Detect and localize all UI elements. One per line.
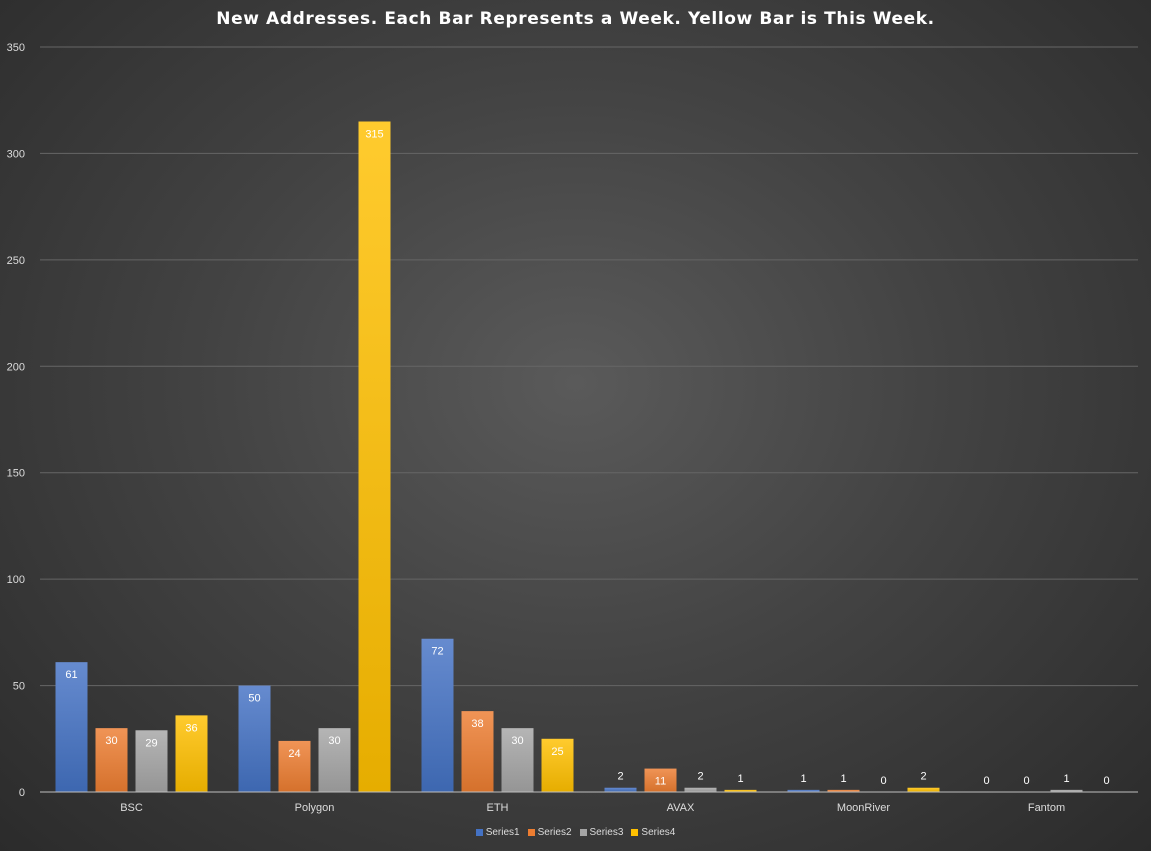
x-tick-label: ETH <box>487 802 509 814</box>
data-label: 0 <box>1023 775 1029 787</box>
bar-series4-eth <box>541 738 574 792</box>
bar-series1-polygon <box>238 685 271 792</box>
bar-series3-bsc <box>135 730 168 792</box>
x-tick-label: Polygon <box>295 802 335 814</box>
legend-label: Series4 <box>641 827 676 838</box>
legend-item-series3: Series3 <box>579 827 624 838</box>
data-label: 38 <box>471 718 483 730</box>
bar-series2-avax <box>644 768 677 792</box>
data-label: 1 <box>840 773 846 785</box>
data-label: 2 <box>920 771 926 783</box>
data-label: 0 <box>880 775 886 787</box>
data-label: 315 <box>365 129 383 141</box>
legend-label: Series2 <box>537 827 572 838</box>
x-tick-label: Fantom <box>1028 802 1065 814</box>
y-tick-label: 200 <box>7 361 25 373</box>
bar-series3-avax <box>684 787 717 792</box>
legend-item-series2: Series2 <box>527 827 572 838</box>
data-label: 2 <box>697 771 703 783</box>
chart-title: New Addresses. Each Bar Represents a Wee… <box>216 9 935 29</box>
data-label: 0 <box>1103 775 1109 787</box>
legend-swatch <box>527 829 535 836</box>
data-label: 29 <box>145 737 157 749</box>
bar-series4-bsc <box>175 715 208 792</box>
data-label: 1 <box>800 773 806 785</box>
x-axis-ticks: BSC Polygon ETH AVAX MoonRiver Fantom <box>120 802 1065 814</box>
legend: Series1 Series2 Series3 Series4 <box>0 827 1151 838</box>
bar-series2-moonriver <box>827 789 860 792</box>
bar-series3-polygon <box>318 728 351 792</box>
data-label: 11 <box>655 776 666 788</box>
y-tick-label: 100 <box>7 574 25 586</box>
legend-item-series4: Series4 <box>631 827 675 838</box>
data-label: 50 <box>248 693 260 705</box>
data-label: 2 <box>617 771 623 783</box>
bar-series2-eth <box>461 711 494 792</box>
data-label: 25 <box>551 746 563 758</box>
bar-series1-eth <box>421 638 454 792</box>
bar-series4-moonriver <box>907 787 940 792</box>
y-tick-label: 150 <box>7 468 25 480</box>
legend-swatch <box>475 829 483 836</box>
data-label: 30 <box>511 735 523 747</box>
legend-item-series1: Series1 <box>475 827 520 838</box>
y-tick-label: 350 <box>7 42 25 54</box>
legend-label: Series3 <box>589 827 624 838</box>
x-tick-label: AVAX <box>667 802 695 814</box>
bar-series3-eth <box>501 728 534 792</box>
bar-series1-avax <box>604 787 637 792</box>
legend-label: Series1 <box>485 827 520 838</box>
data-label: 61 <box>65 669 77 681</box>
bar-series1-moonriver <box>787 789 820 792</box>
y-tick-label: 50 <box>13 681 25 693</box>
bar-series3-fantom <box>1050 789 1083 792</box>
y-tick-label: 250 <box>7 255 25 267</box>
bar-series4-avax <box>724 789 757 792</box>
data-label: 30 <box>328 735 340 747</box>
y-tick-label: 0 <box>19 787 25 799</box>
x-tick-label: BSC <box>120 802 143 814</box>
data-label: 36 <box>185 722 197 734</box>
legend-swatch <box>631 829 639 836</box>
bar-series2-polygon <box>278 740 311 792</box>
data-label: 1 <box>737 773 743 785</box>
data-label: 72 <box>431 646 443 658</box>
y-tick-label: 300 <box>7 148 25 160</box>
bars <box>55 121 1083 792</box>
data-label: 30 <box>105 735 117 747</box>
x-tick-label: MoonRiver <box>837 802 891 814</box>
gridlines <box>40 46 1138 687</box>
bar-series4-polygon <box>358 121 391 792</box>
bar-series2-bsc <box>95 728 128 792</box>
bar-series1-bsc <box>55 662 88 792</box>
data-label: 1 <box>1063 773 1069 785</box>
data-label: 24 <box>288 748 300 760</box>
legend-swatch <box>579 829 587 836</box>
y-axis-ticks: 0 50 100 150 200 250 300 350 <box>7 42 25 799</box>
data-label: 0 <box>983 775 989 787</box>
